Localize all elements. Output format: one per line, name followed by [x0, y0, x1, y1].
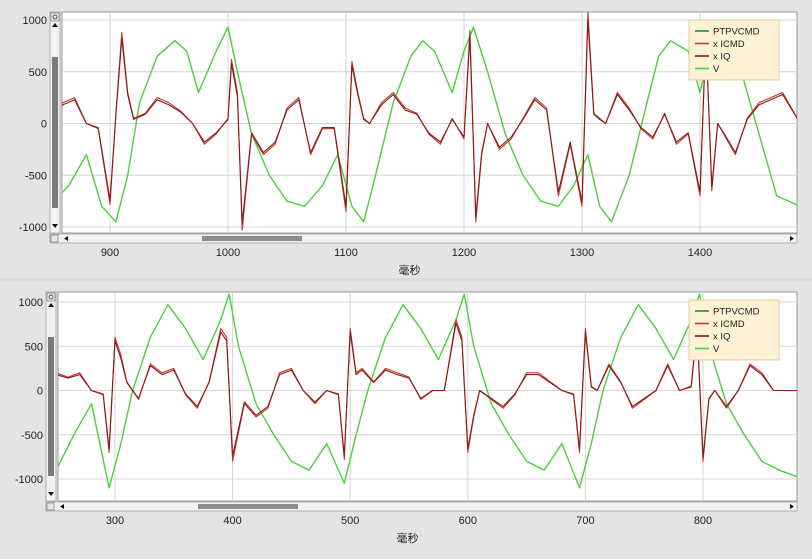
legend-label: x ICMD — [713, 39, 745, 50]
x-tick-label: 1100 — [334, 247, 358, 259]
top-chart-panel: 1000 500 0 -500 -1000 900 1000 1100 1200 1300 1400… — [0, 0, 812, 278]
y-tick-label: -500 — [25, 170, 47, 182]
y-scrollbar-thumb[interactable] — [52, 57, 58, 208]
scroll-up-arrow-icon[interactable] — [52, 23, 58, 27]
zoom-icon[interactable] — [46, 502, 55, 511]
x-tick-label: 300 — [106, 515, 124, 527]
x-axis-label: 毫秒 — [399, 263, 421, 277]
series-line-x-iq — [62, 19, 797, 224]
y-tick-label: 1000 — [19, 297, 43, 309]
x-scrollbar-thumb[interactable] — [198, 504, 298, 509]
x-tick-label: 1000 — [216, 247, 240, 259]
x-tick-label: 1300 — [570, 247, 594, 259]
legend-label: x IQ — [713, 332, 730, 343]
y-tick-label: 1000 — [23, 15, 47, 27]
legend-label: x ICMD — [713, 319, 745, 330]
legend-label: V — [713, 64, 720, 75]
y-tick-label: -1000 — [19, 222, 47, 234]
series-line-v — [62, 26, 797, 223]
top-chart: 1000 500 0 -500 -1000 900 1000 1100 1200 1300 1400… — [19, 11, 798, 277]
legend-label: PTPVCMD — [713, 27, 760, 38]
legend-box — [688, 19, 780, 81]
x-tick-label: 500 — [341, 515, 359, 527]
series-line-v — [58, 293, 797, 489]
zoom-icon[interactable] — [50, 12, 60, 22]
series-group — [62, 12, 797, 231]
scroll-up-arrow-icon[interactable] — [48, 303, 54, 307]
x-tick-label: 800 — [694, 515, 712, 527]
x-tick-label: 700 — [576, 515, 594, 527]
y-tick-label: 0 — [37, 386, 43, 398]
legend-label: PTPVCMD — [713, 307, 760, 318]
scroll-down-arrow-icon[interactable] — [52, 224, 58, 228]
x-scrollbar[interactable] — [49, 233, 798, 244]
legend-label: V — [713, 344, 720, 355]
y-tick-label: 500 — [29, 67, 47, 79]
y-tick-label: -500 — [21, 430, 43, 442]
bottom-chart: 1000 500 0 -500 -1000 300 400 500 600 700 800 毫秒 PTP… — [15, 291, 798, 545]
x-tick-label: 1400 — [688, 247, 712, 259]
scroll-left-arrow-icon[interactable] — [64, 236, 68, 241]
x-scrollbar-thumb[interactable] — [202, 236, 302, 241]
x-scrollbar[interactable] — [45, 501, 798, 512]
series-line-x-iq — [58, 322, 797, 459]
x-tick-label: 400 — [223, 515, 241, 527]
scroll-left-arrow-icon[interactable] — [60, 504, 64, 509]
legend-label: x IQ — [713, 52, 730, 63]
legend-box — [688, 299, 780, 361]
scroll-right-arrow-icon[interactable] — [790, 504, 794, 509]
y-tick-label: -1000 — [15, 474, 43, 486]
x-axis-label: 毫秒 — [397, 531, 419, 545]
x-tick-label: 900 — [101, 247, 119, 259]
y-tick-label: 500 — [25, 341, 43, 353]
scroll-right-arrow-icon[interactable] — [790, 236, 794, 241]
scroll-down-arrow-icon[interactable] — [48, 492, 54, 496]
y-tick-label: 0 — [41, 119, 47, 131]
plot-area — [57, 291, 798, 502]
series-group — [58, 293, 797, 489]
x-tick-label: 600 — [459, 515, 477, 527]
x-tick-label: 1200 — [452, 247, 476, 259]
zoom-icon-glyph — [52, 14, 58, 20]
zoom-icon[interactable] — [50, 234, 59, 243]
plot-area — [61, 11, 798, 234]
zoom-icon[interactable] — [46, 292, 56, 302]
y-scrollbar-thumb[interactable] — [48, 337, 54, 476]
zoom-icon-glyph — [48, 294, 54, 300]
bottom-chart-panel: 1000 500 0 -500 -1000 300 400 500 600 700 800 毫秒 PTP… — [0, 281, 812, 559]
